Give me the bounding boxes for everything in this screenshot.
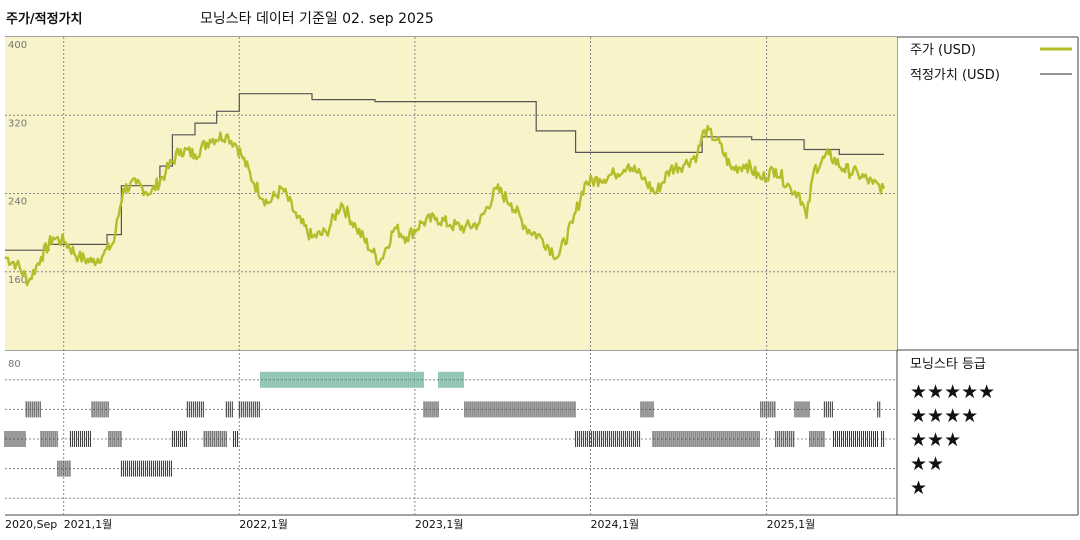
rating-segment-4-stars <box>186 401 204 418</box>
rating-legend-4-stars: ★★★★ <box>910 405 978 427</box>
rating-segment-3-stars <box>809 431 825 447</box>
rating-segment-3-stars <box>171 431 187 447</box>
rating-segment-4-stars <box>464 401 576 418</box>
rating-segment-3-stars <box>40 431 58 447</box>
x-tick-label: 2025,1월 <box>767 518 816 531</box>
x-tick-label: 2024,1월 <box>591 518 640 531</box>
rating-legend-2-stars: ★★ <box>910 453 944 475</box>
fair-value-line <box>5 93 884 251</box>
y-tick-label: 240 <box>8 197 27 208</box>
price-panel: 160 240 320 400 <box>4 37 897 515</box>
rating-segment-3-stars <box>652 431 760 447</box>
rating-segment-4-stars <box>823 401 833 418</box>
rating-segment-5-stars <box>260 371 424 388</box>
rating-segment-4-stars <box>91 401 109 418</box>
rating-segment-3-stars <box>832 431 878 447</box>
rating-segment-4-stars <box>25 401 41 418</box>
rating-segment-3-stars <box>575 431 641 447</box>
y-tick-label: 160 <box>8 275 27 286</box>
rating-legend-title: 모닝스타 등급 <box>910 357 986 372</box>
x-tick-label: 2022,1월 <box>239 518 288 531</box>
rating-segment-4-stars <box>640 401 654 418</box>
rating-segment-2-stars <box>57 460 71 477</box>
rating-top-label: 80 <box>8 359 21 370</box>
legend-fair-label: 적정가치 (USD) <box>910 68 1000 83</box>
rating-segment-4-stars <box>877 401 881 418</box>
rating-segment-3-stars <box>881 431 885 447</box>
price-line <box>4 124 886 287</box>
x-tick-label: 2021,1월 <box>64 518 113 531</box>
rating-segment-3-stars <box>233 431 239 447</box>
rating-segment-5-stars <box>438 371 464 388</box>
y-tick-label: 400 <box>8 40 27 51</box>
rating-segment-3-stars <box>108 431 122 447</box>
rating-segment-4-stars <box>794 401 810 418</box>
rating-segment-3-stars <box>4 431 26 447</box>
x-tick-label: 2020,Sep <box>5 518 57 531</box>
x-tick-label: 2023,1월 <box>415 518 464 531</box>
rating-segment-4-stars <box>423 401 439 418</box>
rating-segment-3-stars <box>69 431 91 447</box>
legend-price-label: 주가 (USD) <box>910 43 976 58</box>
rating-segment-4-stars <box>760 401 776 418</box>
legend: 주가 (USD)적정가치 (USD)모닝스타 등급★★★★★★★★★★★★★★★ <box>910 43 1072 499</box>
rating-segment-2-stars <box>120 460 172 477</box>
data-date-subtitle: 모닝스타 데이터 기준일 02. sep 2025 <box>200 11 434 27</box>
rating-panel: 80 <box>4 359 897 499</box>
rating-legend-1-stars: ★ <box>910 477 927 499</box>
chart-title: 주가/적정가치 <box>6 12 83 27</box>
x-axis: 2020,Sep 2021,1월 2022,1월 2023,1월 2024,1월 2025… <box>5 518 815 531</box>
rating-segment-3-stars <box>203 431 227 447</box>
rating-segment-3-stars <box>775 431 795 447</box>
y-tick-label: 320 <box>8 118 27 129</box>
rating-legend-3-stars: ★★★ <box>910 429 961 451</box>
rating-legend-5-stars: ★★★★★ <box>910 381 995 403</box>
rating-segment-4-stars <box>225 401 233 418</box>
rating-segment-4-stars <box>238 401 260 418</box>
